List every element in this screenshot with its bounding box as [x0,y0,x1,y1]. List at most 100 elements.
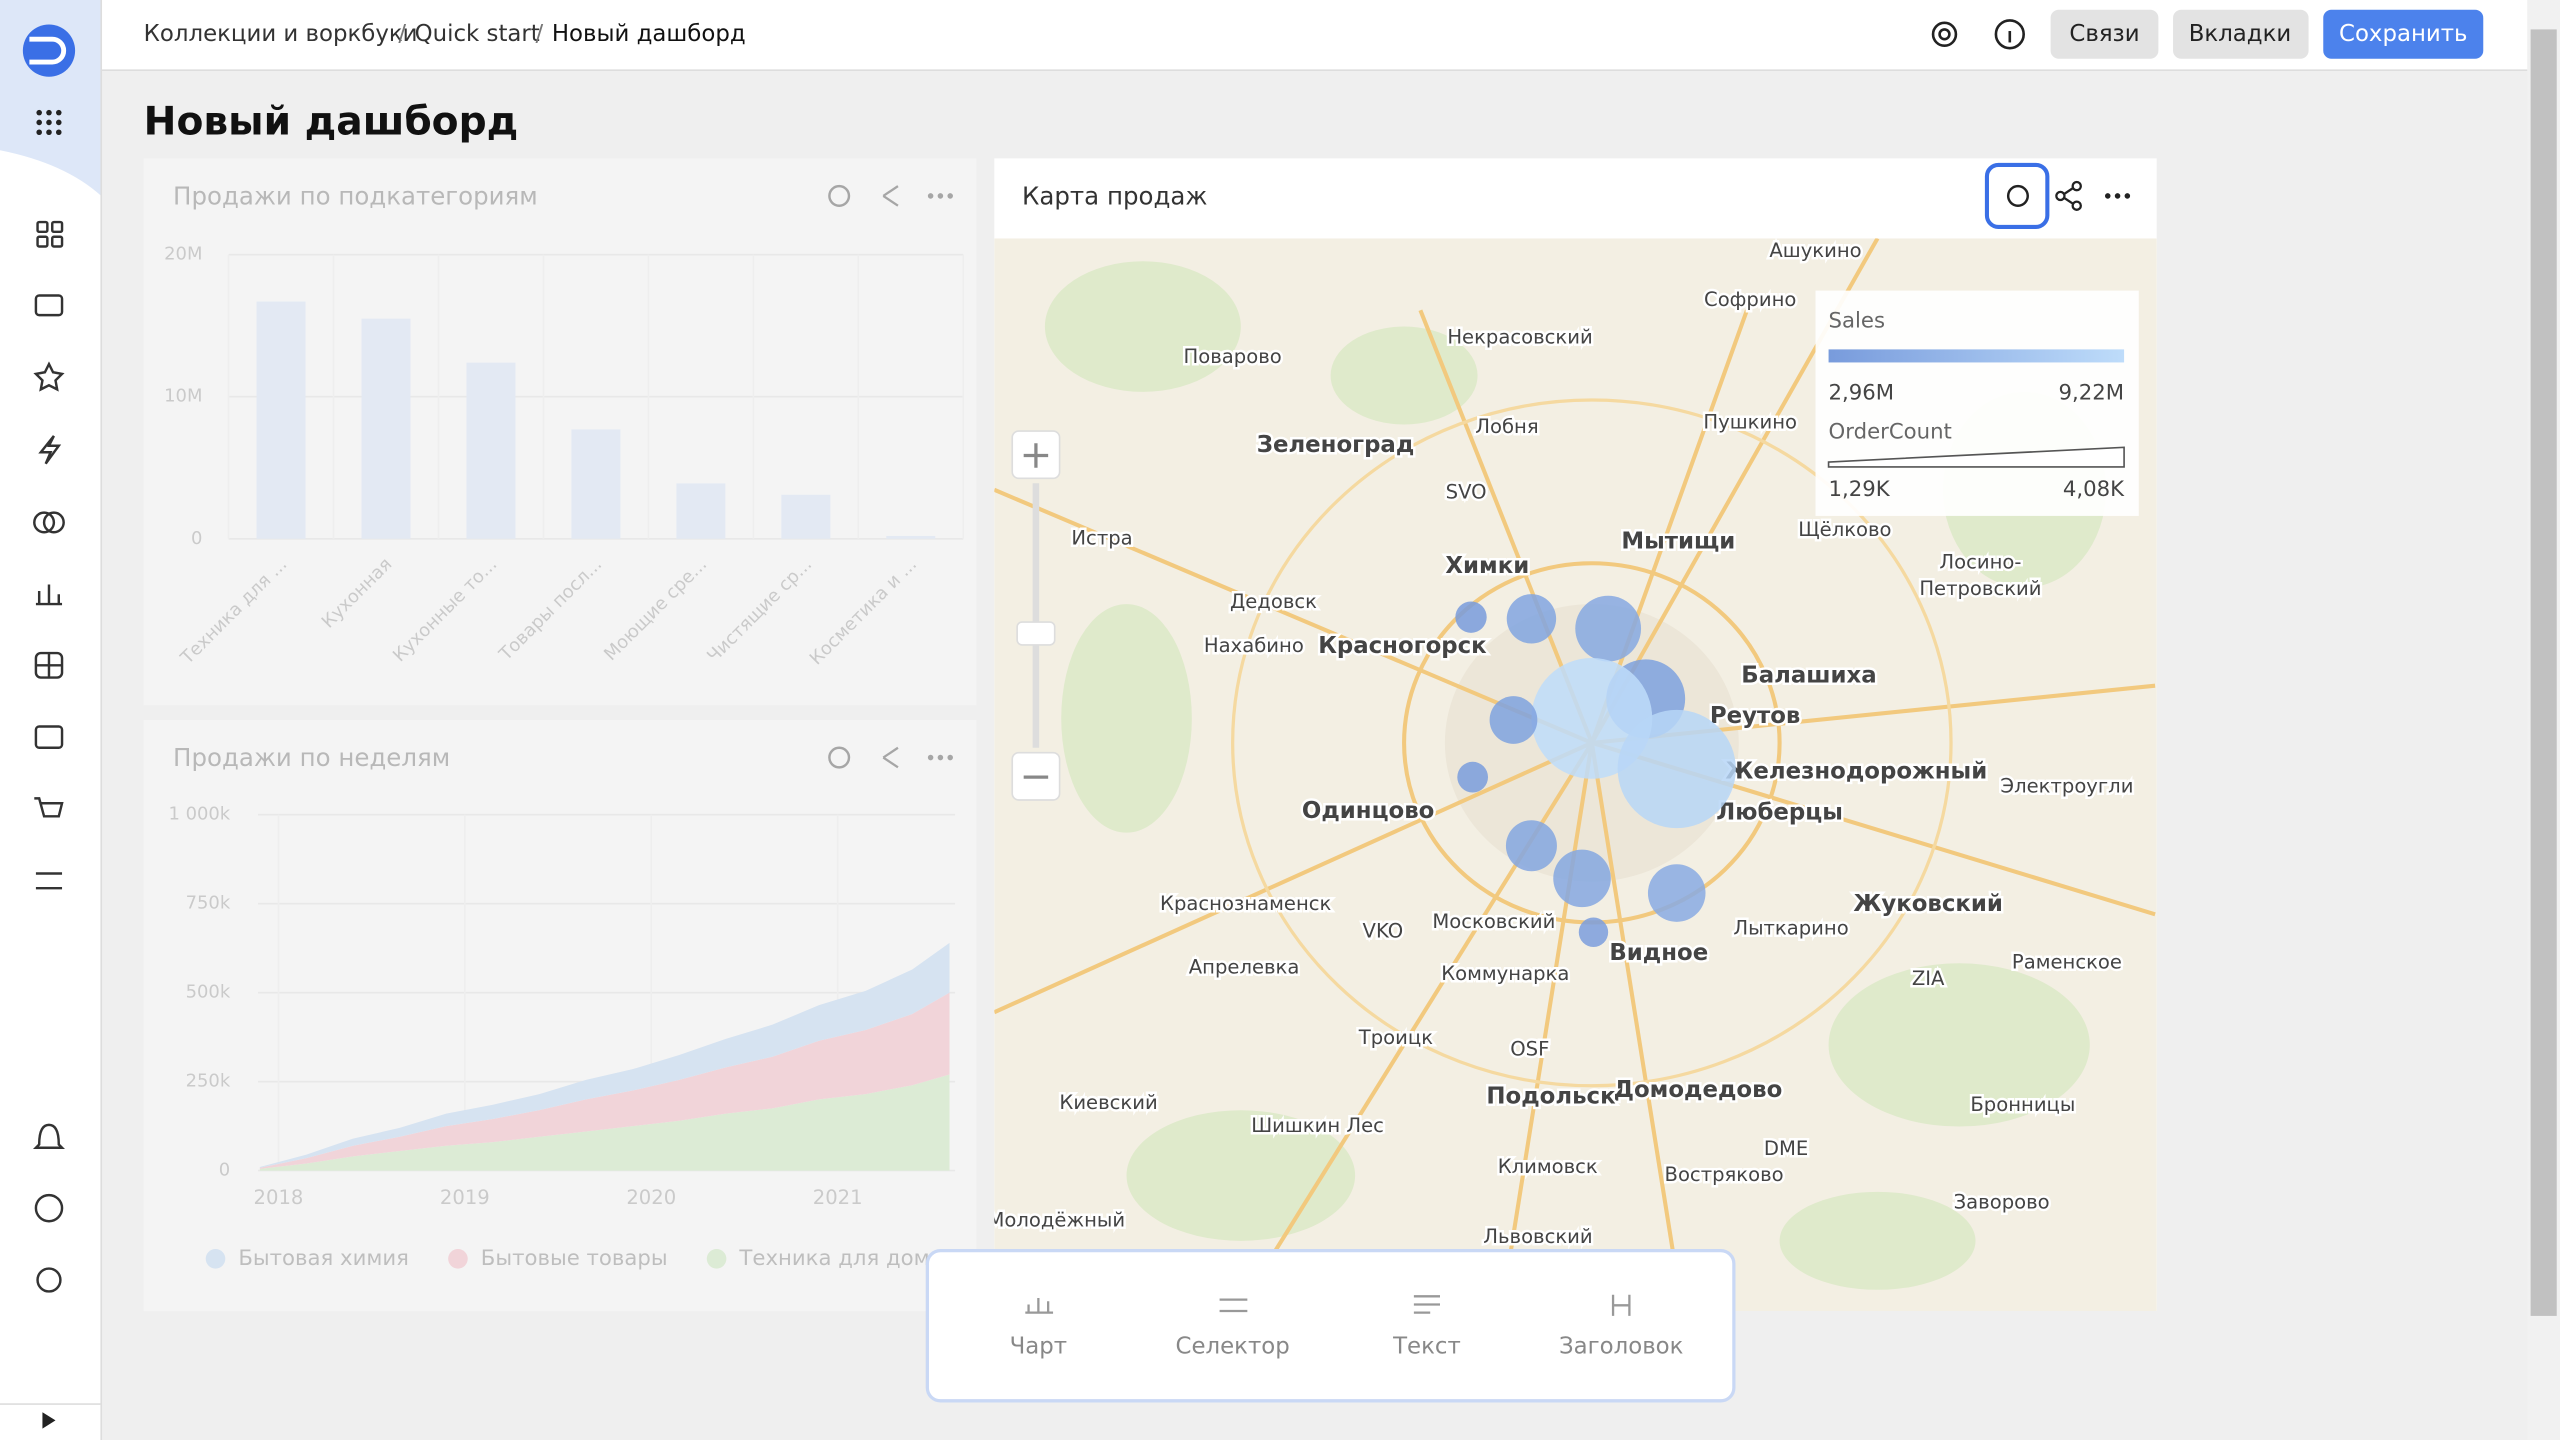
map-bubble[interactable] [1505,820,1557,872]
nav-icon[interactable] [38,435,62,465]
info-icon[interactable] [1994,19,2025,50]
more-icon[interactable] [2104,193,2131,199]
share-icon[interactable] [882,185,899,207]
map-label: Железнодорожный [1725,759,1987,785]
x-tick-label: 2021 [813,1186,863,1209]
widget-card [143,720,977,1312]
map-label: Мытищи [1621,529,1735,555]
y-tick-label: 500k [186,982,231,1003]
map-label: Балашиха [1741,662,1876,688]
bar [571,429,621,539]
nav-icon[interactable] [35,872,63,890]
map-forest [1061,604,1192,833]
settings-icon[interactable] [1931,21,1958,48]
nav-icon[interactable] [34,651,64,679]
map-bubble[interactable] [1455,601,1487,633]
zoom-in-icon [1023,443,1049,468]
logo[interactable] [22,24,76,77]
toolbar-item[interactable]: Чарт [1010,1333,1067,1359]
map-label: Нахабино [1204,634,1304,657]
breadcrumb-separator: / [536,21,544,47]
toolbar-item[interactable]: Текст [1392,1333,1461,1359]
zoom-handle[interactable] [1016,621,1056,646]
widget-title: Карта продаж [1022,182,1207,211]
map-bubble[interactable] [1578,917,1609,947]
nav-icon[interactable] [34,725,64,749]
map-label: Климовск [1498,1155,1598,1178]
map-label: Ашукино [1769,239,1861,262]
y-tick-label: 0 [191,528,202,549]
bar-widget: Продажи по подкатегориям 010M20MТехника … [143,158,977,706]
map-bubble[interactable] [1617,709,1736,829]
map-bubble[interactable] [1553,849,1611,908]
legend-max: 4,08K [2063,477,2125,502]
save-button[interactable] [2323,9,2484,59]
button-label: Сохранить [2339,21,2468,47]
scrollbar-thumb[interactable] [2530,29,2557,1316]
legend-label[interactable]: Бытовая химия [238,1246,409,1271]
toolbar-panel [925,1248,1736,1403]
map-label: Видное [1609,940,1708,966]
y-tick-label: 0 [219,1160,230,1181]
legend-swatch [205,1248,226,1269]
map-label: Красногорск [1318,633,1487,659]
toolbar-item[interactable]: Селектор [1176,1333,1290,1359]
legend-min: 1,29K [1829,477,1891,502]
toolbar-item[interactable]: Заголовок [1559,1333,1684,1359]
links-button[interactable] [2050,9,2159,59]
bar [676,483,726,539]
map-label: Киевский [1059,1091,1157,1114]
notifications-icon[interactable] [32,1123,65,1149]
more-dot [927,754,934,761]
bar [886,535,936,539]
legend-title: OrderCount [1829,420,1952,445]
settings-icon[interactable] [828,184,851,207]
nav-icon[interactable] [33,361,65,392]
nav-icon[interactable] [33,511,65,534]
nav-icon[interactable] [34,797,64,818]
map-label: Львовский [1483,1225,1592,1248]
bar [466,362,516,539]
nav-icon[interactable] [35,584,63,606]
map-label: Востряково [1665,1163,1784,1186]
settings-icon[interactable] [36,1267,62,1293]
map-forest [1828,963,2090,1127]
nav-icon[interactable] [36,220,64,248]
expand-icon[interactable] [42,1412,56,1429]
breadcrumb[interactable]: Коллекции и воркбуки [144,21,418,47]
widget-title: Продажи по неделям [173,743,450,772]
apps-icon[interactable] [36,109,62,136]
map-bubble[interactable] [1575,595,1642,662]
breadcrumb[interactable]: Quick start [415,21,540,47]
button-label: Связи [2069,21,2139,47]
y-tick-label: 1 000k [168,804,230,825]
map-label: Заворово [1954,1191,2050,1214]
settings-button-focused[interactable] [1984,162,2050,229]
zoom-control [1011,430,1061,801]
map-bubble[interactable] [1489,696,1538,744]
share-icon[interactable] [882,746,899,769]
map-bubble[interactable] [1647,864,1706,922]
share-icon[interactable] [2055,180,2082,211]
map-label: Электроугли [2000,774,2133,797]
map-bubble[interactable] [1506,594,1557,644]
map-label: Жуковский [1853,891,2003,917]
map-bubble[interactable] [1457,761,1489,793]
bar [361,318,411,539]
map-label: Дедовск [1230,590,1317,613]
legend-label[interactable]: Техника для дома [738,1246,942,1271]
map-label: Бронницы [1970,1093,2075,1116]
nav-icon[interactable] [34,294,64,317]
map-road [994,487,1593,745]
map-road [1589,742,1684,1307]
tabs-button[interactable] [2173,9,2309,59]
map-label: Пушкино [1703,410,1797,433]
legend-label[interactable]: Бытовые товары [481,1246,668,1271]
map-label: Истра [1071,526,1132,549]
settings-icon[interactable] [828,746,851,769]
help-icon[interactable] [34,1193,64,1223]
legend-box [1815,290,2139,516]
logo-mark [29,36,67,65]
